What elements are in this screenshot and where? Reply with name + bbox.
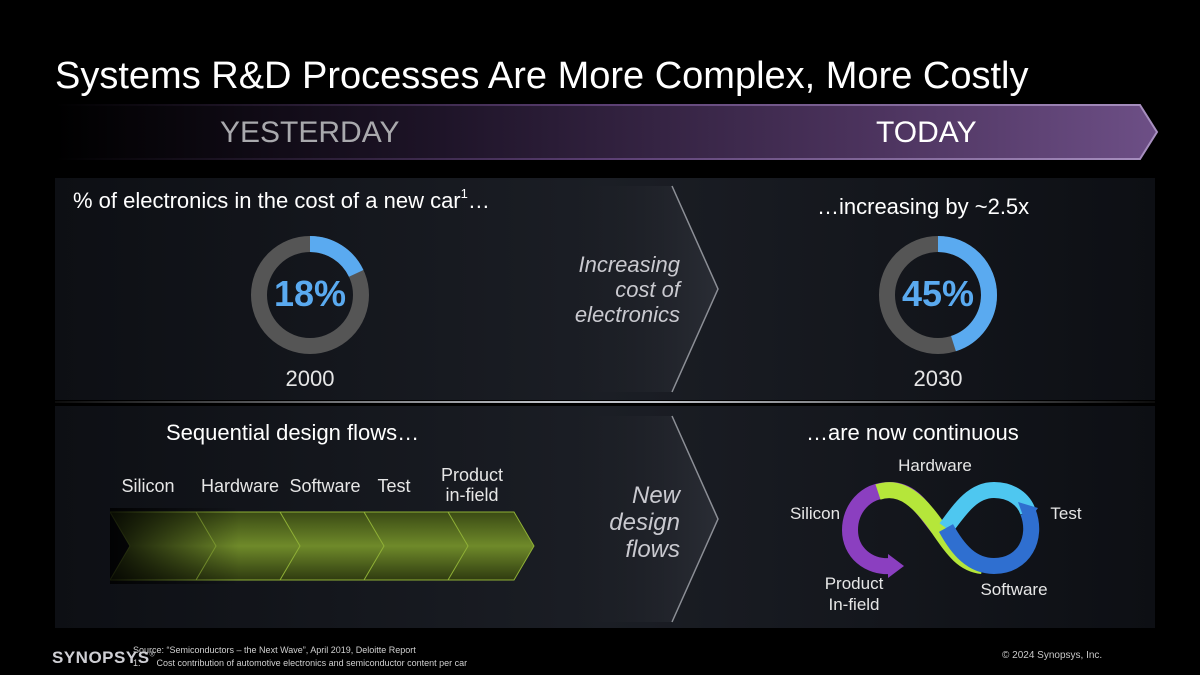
year-2000-label: 2000 <box>285 366 335 391</box>
donut-chart-2000 <box>251 236 369 354</box>
copyright: © 2024 Synopsys, Inc. <box>1002 650 1103 661</box>
donut-2030-percent: 45% <box>901 273 975 314</box>
step-label-hardware: Hardware <box>200 476 280 496</box>
step-label-product-line: Product <box>440 465 504 485</box>
footnote-marker: 1 <box>460 186 468 201</box>
step-label-test: Test <box>377 476 411 496</box>
timeline-today-label: TODAY <box>876 116 977 149</box>
synopsys-logo: SYNOPSYS® <box>52 648 155 668</box>
loop-label-software: Software <box>980 580 1048 599</box>
loop-label-hardware: Hardware <box>898 456 972 475</box>
cost-chevron-line: cost of <box>615 277 680 302</box>
slide-title: Systems R&D Processes Are More Complex, … <box>55 55 1029 97</box>
sequential-flow-arrows <box>110 508 540 584</box>
cost-chevron-text: Increasing cost of electronics <box>540 252 680 327</box>
section-divider <box>55 401 1155 403</box>
design-chevron-line: design <box>609 509 680 536</box>
design-flows-chevron-text: New design flows <box>560 482 680 563</box>
cost-chevron-line: Increasing <box>578 252 680 277</box>
cost-chevron-line: electronics <box>574 302 680 327</box>
step-label-product-in-field: Product in-field <box>432 465 512 505</box>
donut-2000-percent: 18% <box>273 273 347 314</box>
loop-label-silicon: Silicon <box>789 504 841 523</box>
design-chevron-line: New <box>631 482 680 509</box>
donut-2030-arc <box>879 236 997 354</box>
timeline-arrow <box>55 104 1159 160</box>
footer-note: 1. Cost contribution of automotive electr… <box>133 658 467 668</box>
timeline-yesterday-label: YESTERDAY <box>220 116 400 149</box>
design-chevron-line: flows <box>625 536 680 563</box>
donut-chart-2030 <box>879 236 997 354</box>
year-2030-label: 2030 <box>913 366 963 391</box>
loop-label-product-in-field: Product In-field <box>814 573 894 615</box>
logo-wordmark: SYNOPSYS <box>52 648 150 667</box>
electronics-left-heading-suffix: … <box>467 188 490 213</box>
electronics-left-heading-text: % of electronics in the cost of a new ca… <box>73 188 461 213</box>
loop-label-product-line: Product <box>824 574 884 593</box>
design-flows-right-heading: …are now continuous <box>806 420 1019 445</box>
footer-source: Source: “Semiconductors – the Next Wave”… <box>133 645 416 655</box>
cost-chevron <box>560 185 719 393</box>
step-label-silicon: Silicon <box>121 476 175 496</box>
electronics-right-heading: …increasing by ~2.5x <box>817 194 1030 219</box>
design-flows-chevron <box>560 415 719 623</box>
footer-note-number: 1. <box>133 658 141 668</box>
footer-note-text: Cost contribution of automotive electron… <box>156 658 468 668</box>
logo-registered-mark: ® <box>149 651 156 659</box>
continuous-flow-infinity-icon <box>842 481 1040 578</box>
loop-label-test: Test <box>1050 504 1082 523</box>
loop-label-product-line: In-field <box>828 595 880 614</box>
donut-2000-arc <box>251 236 369 354</box>
electronics-left-heading: % of electronics in the cost of a new ca… <box>73 186 490 214</box>
step-label-product-line: in-field <box>445 485 499 505</box>
design-flows-left-heading: Sequential design flows… <box>166 420 420 445</box>
step-label-software: Software <box>289 476 361 496</box>
